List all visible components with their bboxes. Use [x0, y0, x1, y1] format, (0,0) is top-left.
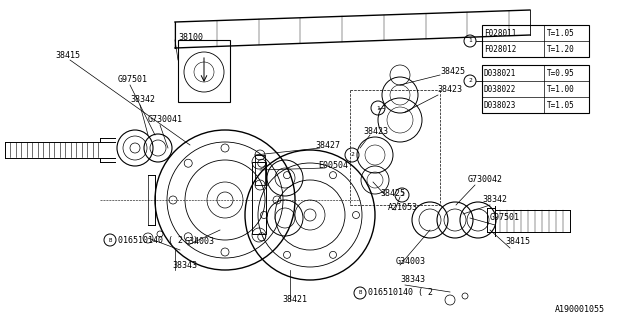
Bar: [252, 162, 266, 234]
Text: F028012: F028012: [484, 44, 516, 53]
Text: 38421: 38421: [282, 295, 307, 305]
Text: E00504: E00504: [318, 161, 348, 170]
Text: 38427: 38427: [315, 140, 340, 149]
Text: 016510140 ( 2: 016510140 ( 2: [368, 289, 433, 298]
Text: T=0.95: T=0.95: [547, 68, 575, 77]
Text: 38343: 38343: [172, 261, 197, 270]
Text: D038022: D038022: [484, 84, 516, 93]
Text: G34003: G34003: [396, 258, 426, 267]
Text: 38423: 38423: [363, 127, 388, 137]
Text: G97501: G97501: [490, 213, 520, 222]
Text: 38425: 38425: [440, 68, 465, 76]
Text: 38423: 38423: [437, 85, 462, 94]
Text: G730042: G730042: [468, 175, 503, 185]
Text: 38415: 38415: [505, 237, 530, 246]
Text: T=1.00: T=1.00: [547, 84, 575, 93]
Text: 38100: 38100: [178, 33, 203, 42]
Bar: [255, 155, 265, 185]
Text: 2: 2: [468, 78, 472, 84]
Text: A21053: A21053: [388, 204, 418, 212]
Text: 016510140 ( 2  ): 016510140 ( 2 ): [118, 236, 198, 244]
Text: G97501: G97501: [118, 76, 148, 84]
Text: T=1.05: T=1.05: [547, 100, 575, 109]
Text: G730041: G730041: [148, 116, 183, 124]
Text: D038023: D038023: [484, 100, 516, 109]
Text: D038021: D038021: [484, 68, 516, 77]
Text: 38343: 38343: [400, 276, 425, 284]
Bar: [178, 40, 230, 102]
Text: 38342: 38342: [130, 95, 155, 105]
Text: 1: 1: [468, 38, 472, 44]
Text: 1: 1: [376, 106, 380, 110]
Text: T=1.05: T=1.05: [547, 28, 575, 37]
Text: A190001055: A190001055: [555, 306, 605, 315]
Text: 38425: 38425: [380, 188, 405, 197]
Text: 2: 2: [350, 153, 354, 157]
Text: B: B: [108, 237, 111, 243]
Text: 38342: 38342: [482, 196, 507, 204]
Text: 38415: 38415: [55, 51, 80, 60]
Text: F028011: F028011: [484, 28, 516, 37]
Text: B: B: [358, 291, 362, 295]
Text: 2: 2: [400, 193, 404, 197]
Text: T=1.20: T=1.20: [547, 44, 575, 53]
Bar: [482, 25, 589, 57]
Bar: [482, 65, 589, 113]
Text: G34003: G34003: [185, 237, 215, 246]
